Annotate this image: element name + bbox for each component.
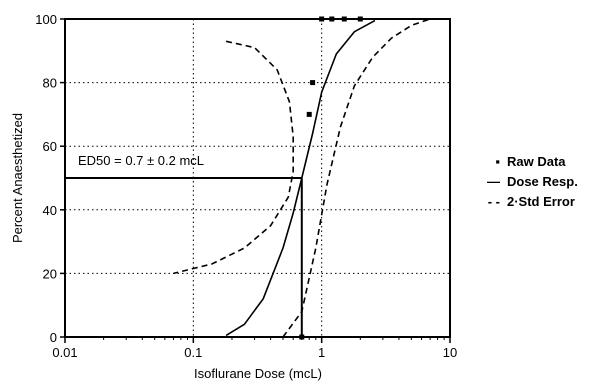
x-tick-label-10: 10 — [443, 345, 457, 360]
y-tick-label-20: 20 — [43, 266, 57, 281]
legend-marker-raw-data: ▪ — [495, 154, 500, 169]
ticks-layer: 0 20 40 60 80 100 0.01 0.1 1 10 — [35, 12, 457, 360]
x-axis-label: Isoflurane Dose (mcL) — [194, 366, 322, 381]
std-error-curve — [282, 18, 431, 338]
y-tick-label-60: 60 — [43, 139, 57, 154]
y-tick-label-0: 0 — [50, 330, 57, 345]
raw-data-point — [306, 111, 312, 117]
axes-layer — [64, 18, 451, 338]
plot-frame — [64, 18, 451, 338]
legend: ▪ Raw Data — Dose Resp. - - 2·Std Error — [487, 154, 578, 209]
x-tick-label-0.1: 0.1 — [184, 345, 202, 360]
x-tick-label-0.01: 0.01 — [52, 345, 77, 360]
y-tick-label-100: 100 — [35, 12, 57, 27]
raw-data-point — [310, 80, 316, 86]
y-axis-label: Percent Anaesthetized — [10, 113, 25, 243]
ed50-annotation: ED50 = 0.7 ± 0.2 mcL — [78, 153, 204, 168]
legend-marker-dose-resp: — — [487, 174, 500, 189]
legend-label-dose-resp: Dose Resp. — [507, 174, 578, 189]
ed50-layer — [65, 177, 303, 337]
grid-layer — [65, 19, 450, 337]
legend-label-std-error: 2·Std Error — [507, 194, 575, 209]
legend-marker-std-error: - - — [488, 194, 500, 209]
x-tick-label-1: 1 — [318, 345, 325, 360]
legend-label-raw-data: Raw Data — [507, 154, 566, 169]
y-tick-label-40: 40 — [43, 203, 57, 218]
y-tick-label-80: 80 — [43, 76, 57, 91]
std-error-curve — [173, 40, 294, 275]
